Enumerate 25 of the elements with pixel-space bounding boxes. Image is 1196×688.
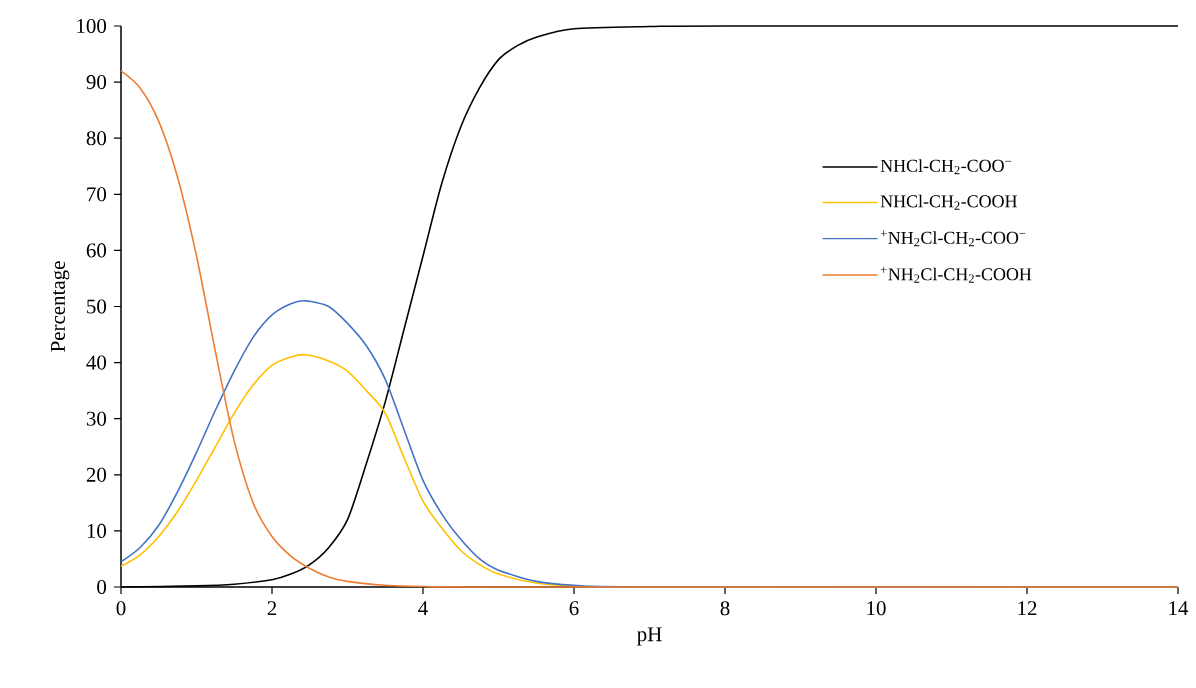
x-tick-label: 14 [1169, 601, 1189, 615]
y-tick-label: 90 [86, 75, 107, 90]
legend-label: NHCl-CH$_{2}$-COO$^{−}$ [880, 159, 1012, 175]
legend-label: $^{+}$NH$_{2}$Cl-CH$_{2}$-COOH [880, 266, 1032, 283]
y-tick-label: 0 [97, 579, 107, 595]
y-axis-title: Percentage [51, 261, 70, 352]
legend-label: $^{+}$NH$_{2}$Cl-CH$_{2}$-COO$^{−}$ [880, 230, 1026, 247]
y-tick-label: 60 [86, 243, 107, 258]
y-tick-label: 30 [86, 411, 107, 426]
legend-label: NHCl-CH$_{2}$-COOH [880, 194, 1017, 210]
y-tick-label: 40 [86, 355, 107, 370]
y-tick-label: 100 [77, 18, 107, 34]
y-tick-label: 70 [87, 187, 107, 202]
y-tick-label: 10 [87, 523, 107, 538]
x-tick-label: 0 [116, 601, 126, 616]
x-tick-label: 6 [569, 601, 579, 616]
y-tick-label: 50 [87, 299, 107, 314]
y-tick-label: 80 [86, 131, 107, 146]
x-tick-label: 8 [720, 601, 730, 616]
x-tick-label: 12 [1018, 601, 1037, 616]
x-tick-label: 2 [267, 601, 277, 616]
x-tick-label: 4 [418, 601, 428, 615]
y-tick-label: 20 [86, 467, 107, 482]
x-tick-label: 10 [867, 601, 886, 616]
x-axis-title: pH [637, 627, 662, 646]
